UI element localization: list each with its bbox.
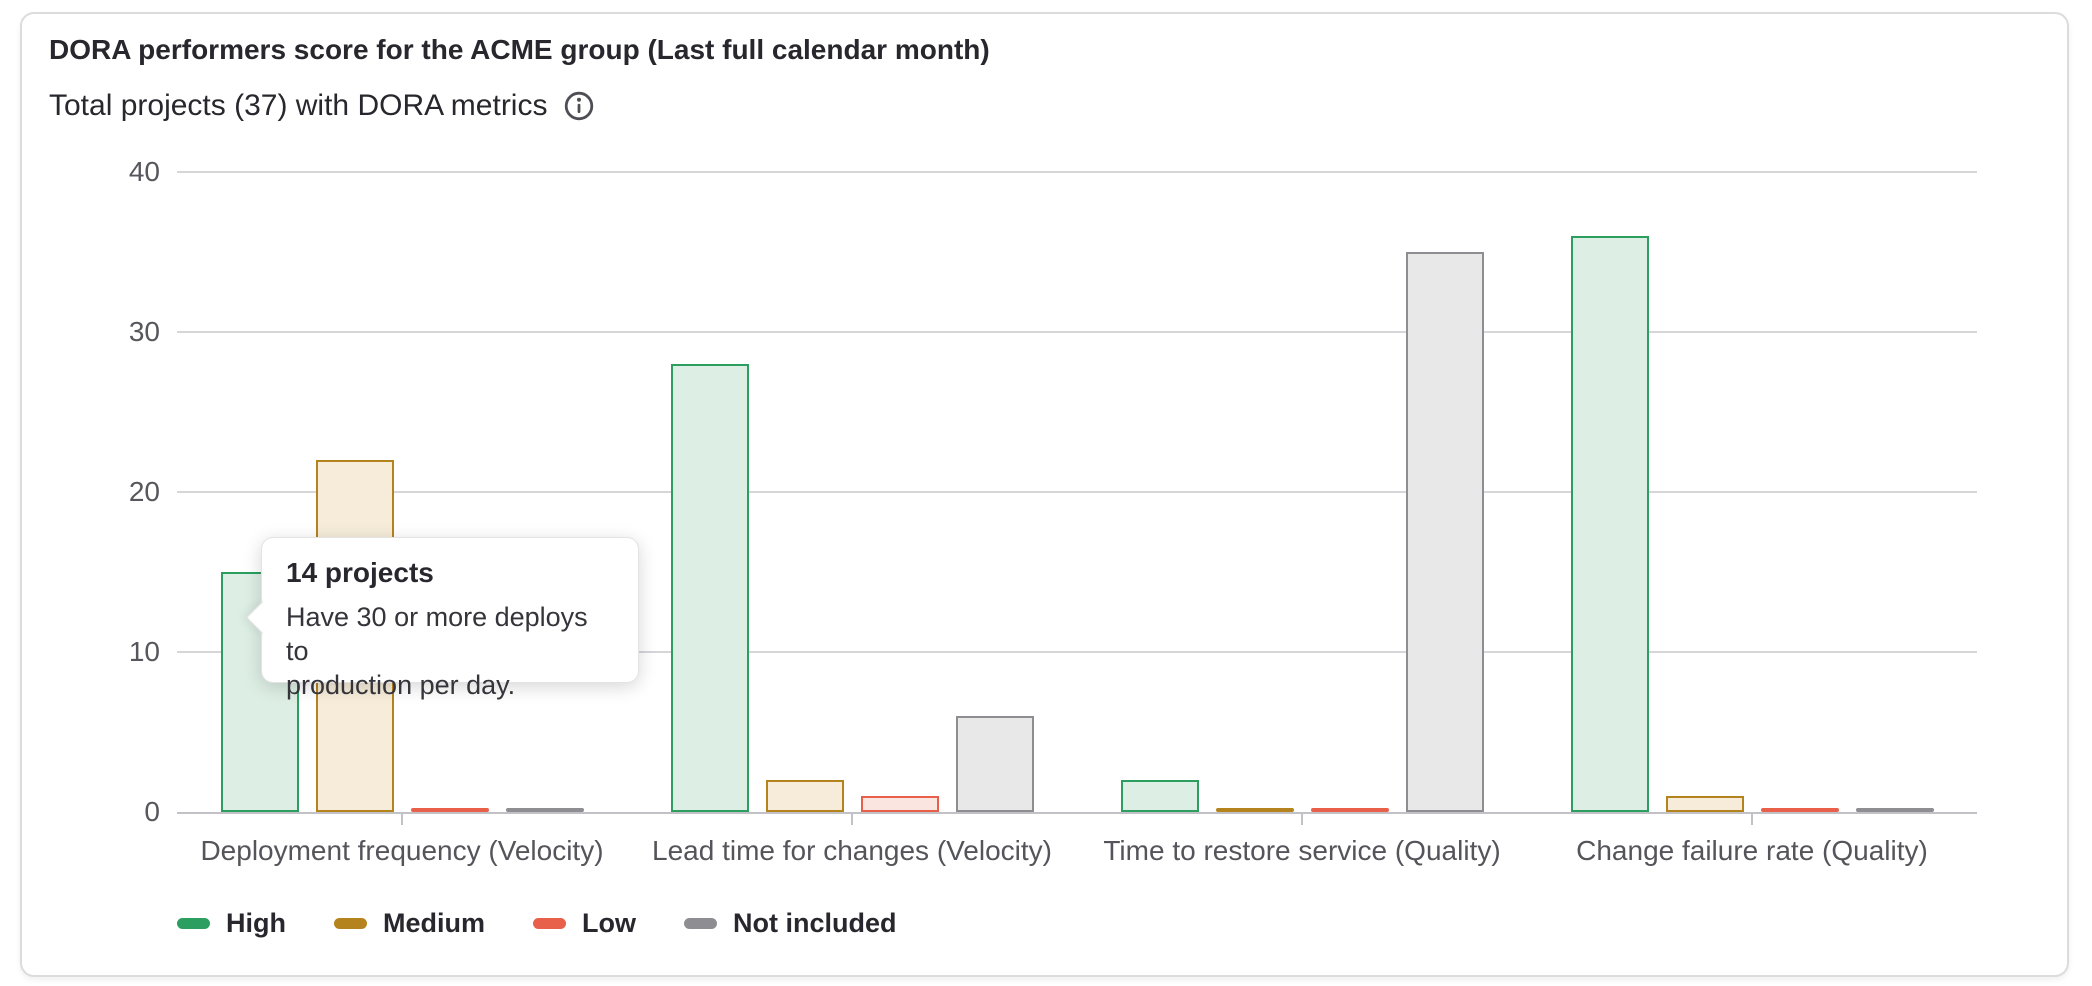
bar-not-included-category-0[interactable]	[505, 808, 584, 812]
x-axis-tick-0	[401, 814, 403, 825]
tooltip-body: Have 30 or more deploys to production pe…	[286, 600, 614, 702]
card-subtitle: Total projects (37) with DORA metrics	[49, 86, 595, 126]
gridline-20	[177, 491, 1977, 493]
x-axis-line	[177, 812, 1977, 814]
info-icon[interactable]	[563, 90, 595, 122]
bar-medium-category-2[interactable]	[1215, 808, 1294, 812]
x-axis-label-1: Lead time for changes (Velocity)	[652, 835, 1052, 866]
legend-item-low[interactable]: Low	[533, 907, 636, 939]
legend-item-high[interactable]: High	[177, 907, 286, 939]
gridline-10	[177, 651, 1977, 653]
x-axis-tick-2	[1301, 814, 1303, 825]
bar-low-category-3[interactable]	[1760, 808, 1839, 812]
legend-item-medium[interactable]: Medium	[334, 907, 485, 939]
legend-item-not-included[interactable]: Not included	[684, 907, 897, 939]
x-axis-label-0: Deployment frequency (Velocity)	[200, 835, 604, 866]
dora-performers-card: DORA performers score for the ACME group…	[20, 12, 2069, 977]
legend-label-low: Low	[582, 908, 637, 938]
bar-low-category-2[interactable]	[1310, 808, 1389, 812]
bar-medium-category-1[interactable]	[765, 780, 844, 812]
bar-low-category-1[interactable]	[860, 796, 939, 812]
x-axis-tick-1	[851, 814, 853, 825]
legend-swatch-high	[177, 917, 210, 929]
y-axis-label-40: 40	[128, 156, 160, 187]
legend-swatch-low	[533, 917, 567, 929]
bar-not-included-category-3[interactable]	[1855, 808, 1934, 812]
legend-swatch-medium	[334, 917, 367, 929]
chart-tooltip: 14 projects Have 30 or more deploys to p…	[246, 537, 639, 700]
bar-high-category-2[interactable]	[1120, 780, 1199, 812]
card-title: DORA performers score for the ACME group…	[49, 34, 990, 65]
y-axis-label-10: 10	[128, 636, 160, 667]
x-axis-label-3: Change failure rate (Quality)	[1576, 835, 1928, 866]
y-axis-label-0: 0	[144, 796, 160, 827]
legend-swatch-not-included	[684, 917, 718, 929]
legend-label-high: High	[226, 908, 286, 938]
bar-high-category-1[interactable]	[670, 364, 749, 812]
bar-not-included-category-2[interactable]	[1405, 252, 1484, 812]
bar-low-category-0[interactable]	[410, 808, 489, 812]
card-subtitle-text: Total projects (37) with DORA metrics	[49, 89, 548, 122]
tooltip-body-line: production per day.	[286, 670, 516, 700]
bar-chart: 0 10 20 30 40 Deployment frequency (Velocity)…	[22, 14, 2067, 975]
bar-medium-category-3[interactable]	[1665, 796, 1744, 812]
gridline-30	[177, 331, 1977, 333]
chart-legend: High Medium Low Not included	[177, 907, 897, 939]
legend-label-medium: Medium	[383, 908, 486, 938]
tooltip-body-line: Have 30 or more deploys to	[286, 602, 588, 666]
legend-label-not-included: Not included	[733, 908, 897, 938]
tooltip-title: 14 projects	[286, 557, 434, 588]
gridline-40	[177, 171, 1977, 173]
y-axis-label-30: 30	[128, 316, 160, 347]
x-axis-tick-3	[1751, 814, 1753, 825]
x-axis-label-2: Time to restore service (Quality)	[1103, 835, 1501, 866]
bar-not-included-category-1[interactable]	[955, 716, 1034, 812]
y-axis-label-20: 20	[128, 476, 160, 507]
bar-high-category-3[interactable]	[1570, 236, 1649, 812]
